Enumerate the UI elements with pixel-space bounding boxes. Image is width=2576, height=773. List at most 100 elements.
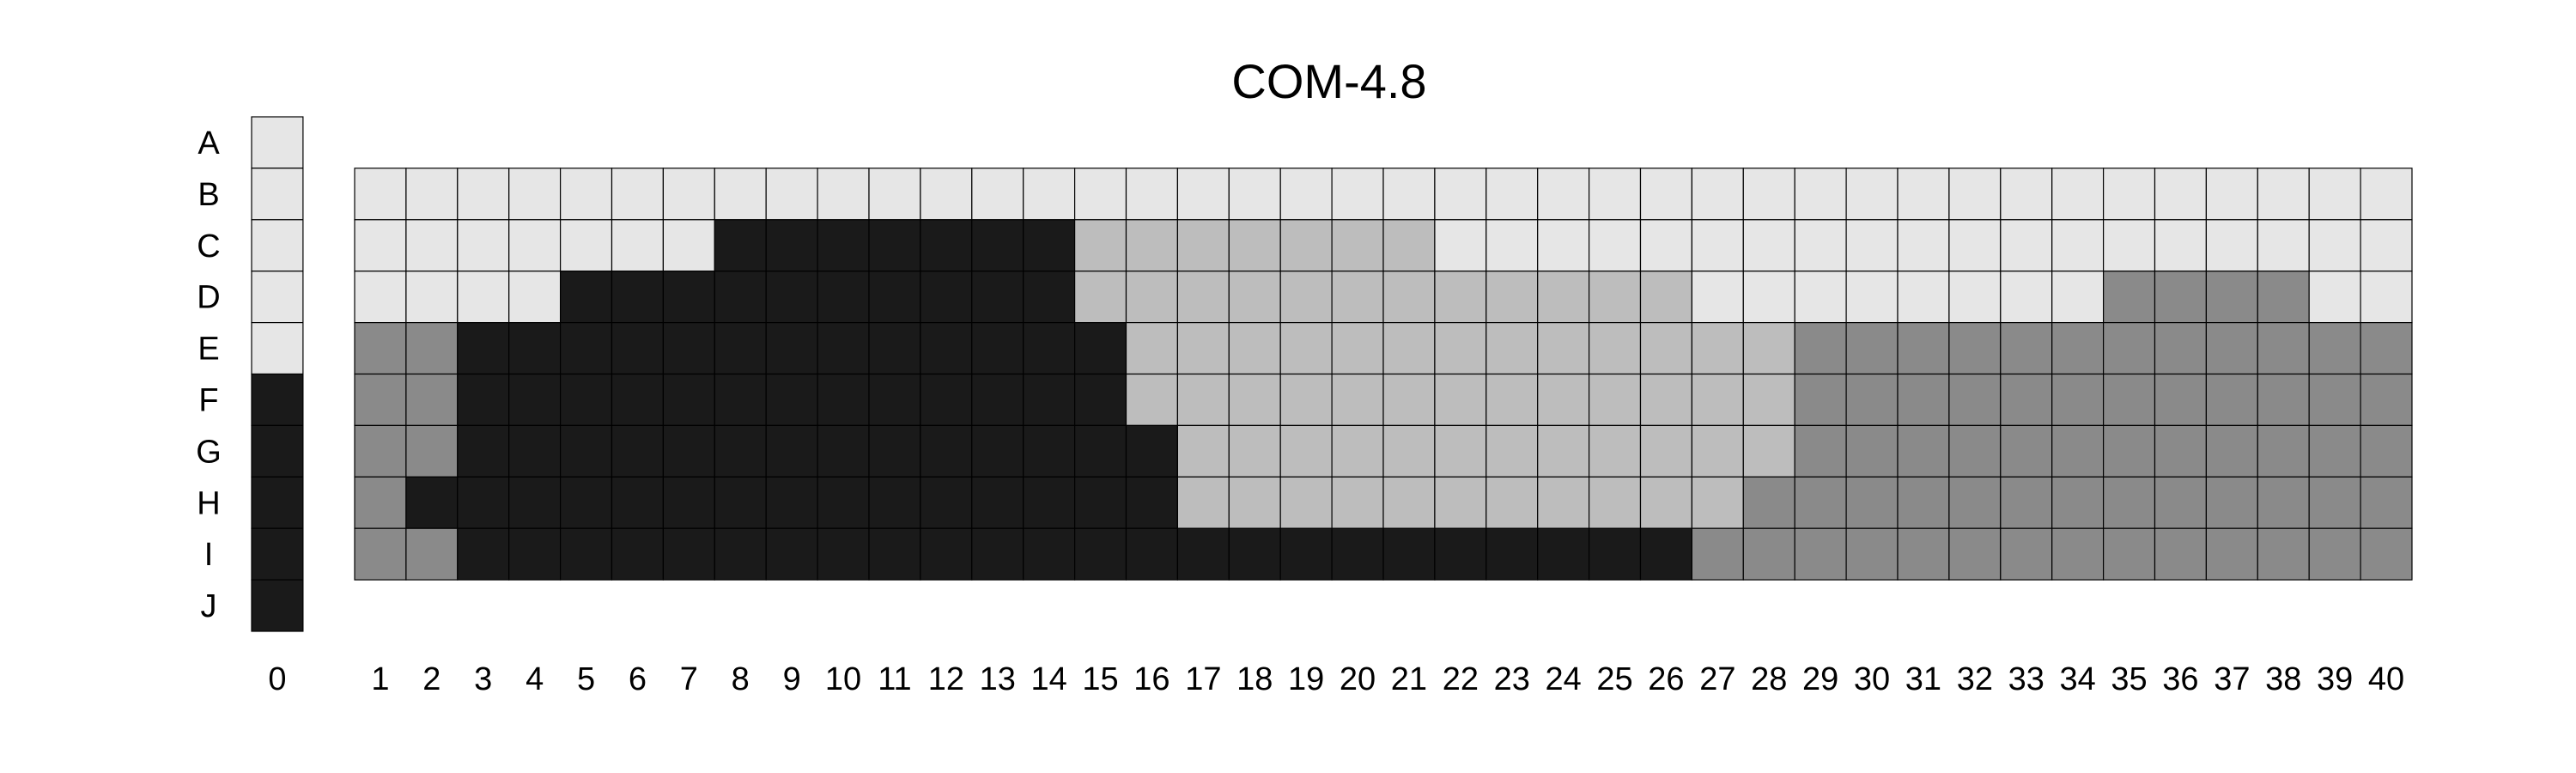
cell-H-30: [1845, 476, 1899, 529]
cell-C-10: [817, 219, 870, 272]
cell-B-4: [508, 167, 562, 221]
cell-G-23: [1485, 424, 1539, 478]
cell-G-15: [1073, 424, 1127, 478]
cell-I-37: [2205, 527, 2258, 581]
cell-D-32: [1948, 271, 2002, 324]
column-label-31: 31: [1905, 661, 1941, 697]
cell-G-35: [2103, 424, 2156, 478]
cell-D-19: [1279, 271, 1333, 324]
cell-D-15: [1073, 271, 1127, 324]
cell-I-24: [1537, 527, 1590, 581]
cell-I-10: [817, 527, 870, 581]
column-label-4: 4: [526, 661, 544, 697]
cell-E-2: [405, 322, 459, 375]
cell-H-2: [405, 476, 459, 529]
reference-cell-G: [251, 424, 304, 478]
cell-E-30: [1845, 322, 1899, 375]
cell-E-7: [662, 322, 715, 375]
cell-H-16: [1125, 476, 1179, 529]
cell-I-18: [1228, 527, 1281, 581]
cell-G-34: [2051, 424, 2105, 478]
cell-D-2: [405, 271, 459, 324]
cell-E-16: [1125, 322, 1179, 375]
row-label-J: J: [201, 588, 217, 624]
cell-E-18: [1228, 322, 1281, 375]
chart-title: COM-4.8: [1231, 54, 1426, 108]
cell-C-33: [2000, 219, 2053, 272]
cell-I-28: [1742, 527, 1795, 581]
column-label-40: 40: [2368, 661, 2404, 697]
cell-C-1: [354, 219, 407, 272]
cell-I-21: [1382, 527, 1436, 581]
cell-H-15: [1073, 476, 1127, 529]
cell-C-36: [2154, 219, 2208, 272]
cell-H-37: [2205, 476, 2258, 529]
cell-G-1: [354, 424, 407, 478]
cell-I-38: [2257, 527, 2310, 581]
column-label-34: 34: [2060, 661, 2096, 697]
cell-E-1: [354, 322, 407, 375]
cell-G-16: [1125, 424, 1179, 478]
reference-cell-C: [251, 219, 304, 272]
cell-H-20: [1331, 476, 1384, 529]
cell-E-33: [2000, 322, 2053, 375]
column-label-15: 15: [1082, 661, 1118, 697]
cell-H-27: [1691, 476, 1744, 529]
cell-I-2: [405, 527, 459, 581]
cell-H-22: [1434, 476, 1487, 529]
cell-E-28: [1742, 322, 1795, 375]
cell-E-31: [1897, 322, 1950, 375]
cell-G-7: [662, 424, 715, 478]
cell-G-8: [714, 424, 767, 478]
cell-C-32: [1948, 219, 2002, 272]
cell-B-29: [1794, 167, 1847, 221]
cell-B-32: [1948, 167, 2002, 221]
cell-D-3: [457, 271, 510, 324]
column-label-18: 18: [1236, 661, 1273, 697]
cell-F-17: [1176, 373, 1230, 427]
cell-H-8: [714, 476, 767, 529]
cell-C-11: [868, 219, 921, 272]
cell-G-3: [457, 424, 510, 478]
cell-F-39: [2308, 373, 2361, 427]
column-label-23: 23: [1494, 661, 1530, 697]
column-label-24: 24: [1546, 661, 1582, 697]
cell-D-29: [1794, 271, 1847, 324]
cell-E-10: [817, 322, 870, 375]
cell-E-15: [1073, 322, 1127, 375]
cell-G-9: [765, 424, 818, 478]
cell-H-12: [920, 476, 973, 529]
column-label-29: 29: [1802, 661, 1838, 697]
cell-B-1: [354, 167, 407, 221]
cell-D-12: [920, 271, 973, 324]
cell-F-40: [2360, 373, 2413, 427]
cell-E-8: [714, 322, 767, 375]
cell-D-4: [508, 271, 562, 324]
cell-E-37: [2205, 322, 2258, 375]
cell-D-28: [1742, 271, 1795, 324]
cell-B-36: [2154, 167, 2208, 221]
cell-I-16: [1125, 527, 1179, 581]
cell-H-6: [611, 476, 665, 529]
column-label-36: 36: [2162, 661, 2198, 697]
cell-I-15: [1073, 527, 1127, 581]
cell-B-11: [868, 167, 921, 221]
cell-C-15: [1073, 219, 1127, 272]
cell-D-39: [2308, 271, 2361, 324]
cell-B-7: [662, 167, 715, 221]
column-labels: 0 1 2 3 4 5 6 7 8 9 10 11 12 13 14 15 16 17 18 19 20 21 22 23 24…: [268, 661, 2404, 697]
cell-F-32: [1948, 373, 2002, 427]
cell-C-24: [1537, 219, 1590, 272]
cell-E-6: [611, 322, 665, 375]
cell-I-5: [559, 527, 613, 581]
cell-H-25: [1588, 476, 1642, 529]
column-label-39: 39: [2317, 661, 2353, 697]
column-label-1: 1: [371, 661, 389, 697]
cell-C-16: [1125, 219, 1179, 272]
cell-I-20: [1331, 527, 1384, 581]
cell-F-3: [457, 373, 510, 427]
cell-D-33: [2000, 271, 2053, 324]
cell-G-19: [1279, 424, 1333, 478]
cell-C-35: [2103, 219, 2156, 272]
